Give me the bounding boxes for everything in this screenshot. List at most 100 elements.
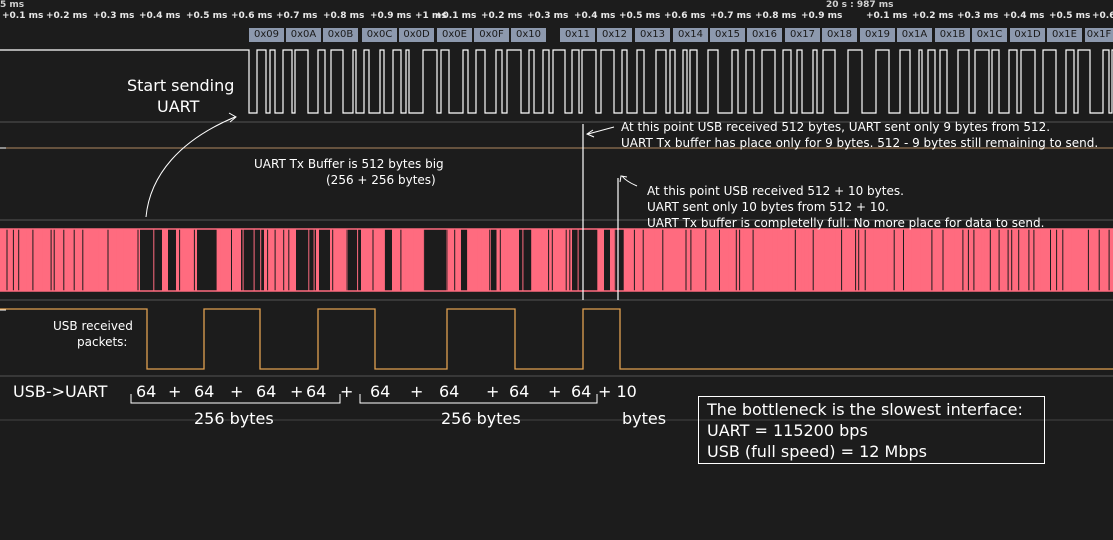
hex-byte-label: 0x1E: [1047, 28, 1082, 42]
usb-idle-gap: [348, 229, 361, 291]
ruler-tick: +0.1 ms: [435, 11, 477, 21]
ruler-tick: +0.2 ms: [481, 11, 523, 21]
hex-byte-label: 0x10: [511, 28, 546, 42]
hex-byte-label: 0x0E: [437, 28, 472, 42]
bottleneck-uart: UART = 115200 bps: [707, 421, 868, 440]
arrow-start-sending: [145, 116, 236, 218]
brace-256-bytes-1: [130, 394, 341, 404]
hex-byte-label: 0x0C: [362, 28, 397, 42]
group2-bytes: 256 bytes: [441, 409, 521, 428]
usb-idle-gap: [296, 229, 316, 291]
usb-received-label-2: packets:: [77, 335, 128, 349]
ruler-tick: +0.5 ms: [1049, 11, 1091, 21]
usb-idle-gap: [197, 229, 216, 291]
plus-sign: +: [410, 382, 424, 401]
packet-size: 64: [370, 382, 391, 401]
buffer-size-note: UART Tx Buffer is 512 bytes big: [254, 157, 444, 171]
hex-byte-label: 0x1F: [1085, 28, 1113, 42]
usb-received-label: USB received: [53, 319, 133, 333]
usb-idle-gap: [140, 229, 162, 291]
ruler-tick: +0.3 ms: [957, 11, 999, 21]
bottleneck-title: The bottleneck is the slowest interface:: [707, 400, 1023, 419]
hex-byte-label: 0x12: [597, 28, 632, 42]
usb-idle-gap: [489, 229, 497, 291]
packet-size: 64: [306, 382, 327, 401]
ruler-tick: +0.9 ms: [801, 11, 843, 21]
ruler-tick: +0.5 ms: [186, 11, 228, 21]
start-sending-label: Start sending: [127, 76, 235, 95]
usb-activity-band: [0, 229, 1113, 291]
hex-byte-label: 0x0A: [286, 28, 321, 42]
plus-sign: +: [290, 382, 304, 401]
ruler-tick: +0.6 ms: [664, 11, 706, 21]
hex-byte-label: 0x1A: [897, 28, 932, 42]
usb-idle-gap: [604, 229, 610, 291]
group1-bytes: 256 bytes: [194, 409, 274, 428]
usb-idle-gap: [168, 229, 176, 291]
brace-256-bytes-2: [359, 394, 598, 404]
ruler-tick: +0.3 ms: [93, 11, 135, 21]
hex-byte-label: 0x11: [560, 28, 595, 42]
ruler-tick: +0.8 ms: [755, 11, 797, 21]
ruler-tick: +0.2 ms: [46, 11, 88, 21]
ruler-tick: +0.8 ms: [323, 11, 365, 21]
ruler-tick: +0.6 m: [1092, 11, 1113, 21]
hex-byte-label: 0x15: [710, 28, 745, 42]
ruler-tick: +1 ms: [415, 11, 447, 21]
ruler-tick: +0.2 ms: [912, 11, 954, 21]
plus-sign: +: [486, 382, 500, 401]
ruler-tick: +0.1 ms: [2, 11, 44, 21]
ruler-tick: +0.9 ms: [370, 11, 412, 21]
usb-activity-signal: [0, 228, 1113, 292]
packet-size: 64: [571, 382, 592, 401]
ruler-tick: +0.4 ms: [139, 11, 181, 21]
usb-idle-gap: [572, 229, 598, 291]
packet-size: 64: [439, 382, 460, 401]
packet-size: 64: [194, 382, 215, 401]
hex-byte-label: 0x16: [747, 28, 782, 42]
hex-byte-label: 0x18: [822, 28, 857, 42]
ruler-tick: +0.5 ms: [619, 11, 661, 21]
ruler-tick: +0.3 ms: [527, 11, 569, 21]
point1-note-line2: UART Tx buffer has place only for 9 byte…: [621, 136, 1099, 150]
ruler-tick: +0.4 ms: [574, 11, 616, 21]
ruler-tick: +0.7 ms: [710, 11, 752, 21]
hex-byte-label: 0x1B: [935, 28, 970, 42]
hex-byte-label: 0x13: [635, 28, 670, 42]
ruler-tick: +0.4 ms: [1003, 11, 1045, 21]
plus-sign: +: [340, 382, 354, 401]
buffer-size-note-2: (256 + 256 bytes): [326, 173, 436, 187]
point1-note-line1: At this point USB received 512 bytes, UA…: [621, 120, 1051, 134]
packet-size: 64: [256, 382, 277, 401]
bottleneck-usb: USB (full speed) = 12 Mbps: [707, 442, 927, 461]
hex-byte-label: 0x0F: [474, 28, 509, 42]
hex-byte-label: 0x14: [673, 28, 708, 42]
plus-sign: + 10: [598, 382, 637, 401]
point2-note-line1: At this point USB received 512 + 10 byte…: [647, 184, 904, 198]
hex-byte-label: 0x1C: [972, 28, 1007, 42]
plus-sign: +: [168, 382, 182, 401]
usb-packet-signal: [0, 308, 1113, 370]
hex-byte-label: 0x1D: [1010, 28, 1045, 42]
start-sending-label-2: UART: [157, 97, 200, 116]
usb-idle-gap: [616, 229, 624, 291]
bottleneck-box: The bottleneck is the slowest interface:…: [698, 396, 1045, 464]
usb-idle-gap: [423, 229, 446, 291]
arrow-point1: [587, 126, 615, 135]
ruler-tick: +0.1 ms: [866, 11, 908, 21]
uart-tx-waveform: [0, 49, 1113, 114]
time-ruler[interactable]: 5 ms 20 s : 987 ms +0.1 ms +0.2 ms +0.3 ms…: [0, 0, 1113, 24]
hex-byte-label: 0x0B: [323, 28, 358, 42]
point2-note-line2: UART sent only 10 bytes from 512 + 10.: [647, 200, 889, 214]
ruler-tick: +0.7 ms: [276, 11, 318, 21]
arrow-point2: [621, 175, 638, 187]
point2-note-line3: UART Tx buffer is completelly full. No m…: [647, 216, 1045, 230]
usb-idle-gap: [519, 229, 531, 291]
group3-bytes: bytes: [622, 409, 667, 428]
plus-sign: +: [548, 382, 562, 401]
usb-idle-gap: [241, 229, 264, 291]
plus-sign: +: [230, 382, 244, 401]
hex-byte-label: 0x0D: [399, 28, 434, 42]
hex-byte-label: 0x19: [860, 28, 895, 42]
